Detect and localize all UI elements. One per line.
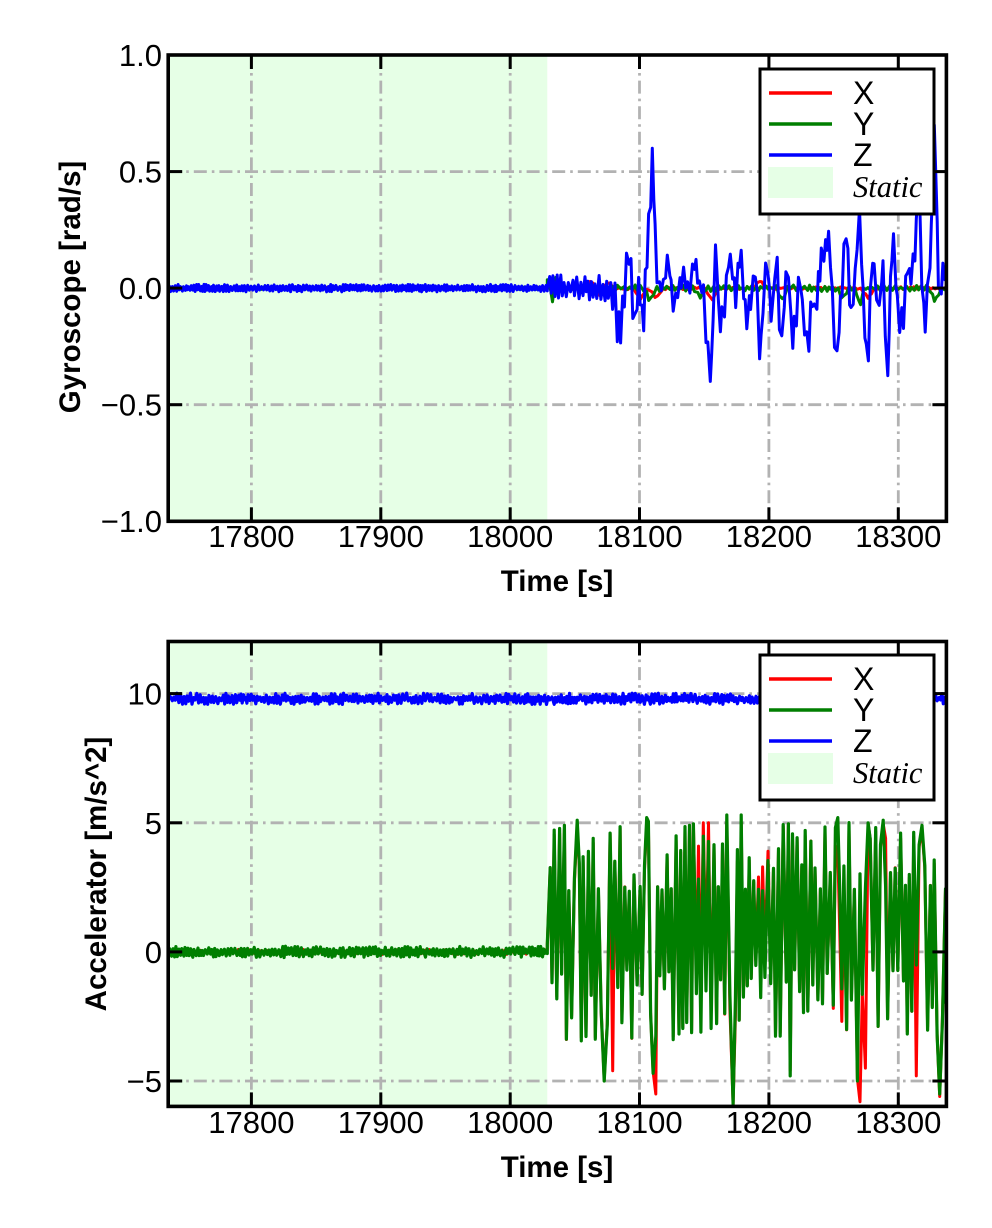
svg-text:Static: Static bbox=[853, 756, 923, 790]
svg-text:0: 0 bbox=[145, 935, 162, 970]
svg-text:Y: Y bbox=[853, 106, 874, 142]
svg-text:17800: 17800 bbox=[208, 1105, 294, 1140]
svg-text:18000: 18000 bbox=[467, 1105, 553, 1140]
svg-text:18300: 18300 bbox=[855, 519, 941, 554]
svg-text:18100: 18100 bbox=[596, 1105, 682, 1140]
svg-text:Accelerator [m/s^2]: Accelerator [m/s^2] bbox=[80, 737, 113, 1012]
svg-text:−0.5: −0.5 bbox=[101, 388, 162, 423]
svg-text:−5: −5 bbox=[127, 1064, 162, 1099]
svg-text:X: X bbox=[853, 661, 874, 697]
svg-text:1.0: 1.0 bbox=[119, 38, 162, 73]
svg-text:5: 5 bbox=[145, 806, 162, 841]
svg-text:Z: Z bbox=[853, 723, 873, 759]
svg-text:18300: 18300 bbox=[855, 1105, 941, 1140]
svg-text:Time [s]: Time [s] bbox=[501, 565, 614, 598]
svg-text:Y: Y bbox=[853, 692, 874, 728]
svg-text:Time [s]: Time [s] bbox=[501, 1151, 614, 1184]
svg-text:18000: 18000 bbox=[467, 519, 553, 554]
svg-text:0.0: 0.0 bbox=[119, 271, 162, 306]
svg-text:18200: 18200 bbox=[726, 1105, 812, 1140]
svg-text:Static: Static bbox=[853, 170, 923, 204]
svg-text:10: 10 bbox=[128, 677, 162, 712]
svg-text:17900: 17900 bbox=[338, 1105, 424, 1140]
svg-text:Gyroscope [rad/s]: Gyroscope [rad/s] bbox=[54, 161, 87, 413]
svg-text:17900: 17900 bbox=[338, 519, 424, 554]
svg-text:−1.0: −1.0 bbox=[101, 504, 162, 539]
svg-text:18200: 18200 bbox=[726, 519, 812, 554]
svg-text:X: X bbox=[853, 75, 874, 111]
svg-text:18100: 18100 bbox=[596, 519, 682, 554]
svg-text:Z: Z bbox=[853, 137, 873, 173]
svg-text:17800: 17800 bbox=[208, 519, 294, 554]
svg-text:0.5: 0.5 bbox=[119, 155, 162, 190]
